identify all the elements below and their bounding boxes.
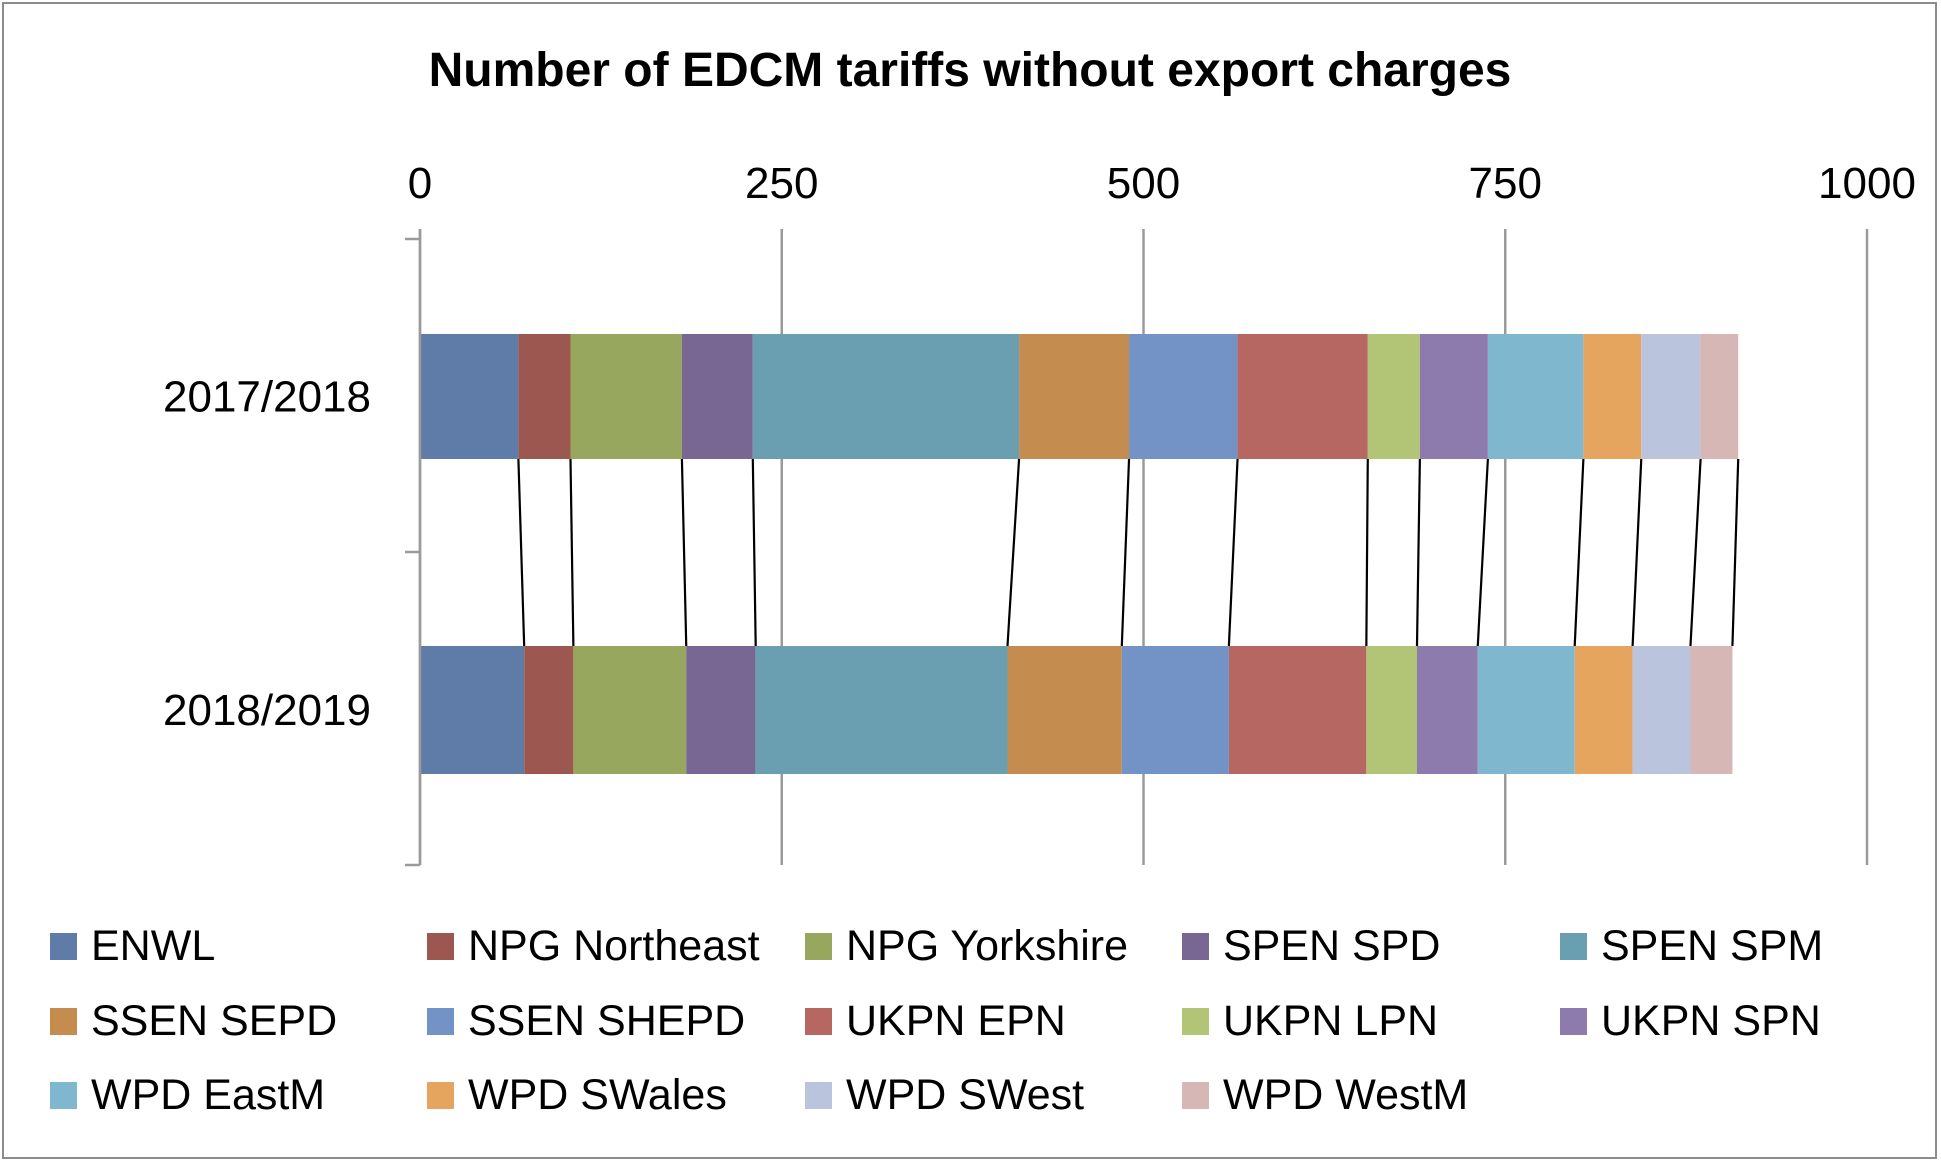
legend-label: WPD SWest (846, 1071, 1085, 1119)
legend-label: WPD SWales (468, 1071, 727, 1119)
bar-segment-wpd-eastm (1487, 334, 1584, 459)
bar-segment-npg-northeast (518, 334, 571, 459)
bar-segment-spen-spm (752, 334, 1020, 459)
legend-label: SSEN SHEPD (468, 997, 746, 1045)
legend-item: WPD SWales (427, 1071, 727, 1120)
legend-swatch (1560, 933, 1587, 960)
legend-item: UKPN SPN (1560, 997, 1821, 1046)
bar-segment-wpd-westm (1700, 334, 1739, 459)
legend-item: SPEN SPM (1560, 922, 1823, 971)
bar-segment-wpd-swest (1641, 334, 1701, 459)
bar-segment-wpd-swales (1574, 646, 1633, 774)
series-line (751, 458, 757, 647)
series-line (517, 458, 526, 647)
category-label: 2017/2018 (163, 373, 371, 422)
bar-segment-npg-yorkshire (570, 334, 682, 459)
legend-label: NPG Yorkshire (846, 922, 1129, 970)
legend-swatch (1560, 1008, 1587, 1035)
series-line (1573, 458, 1585, 647)
legend-item: NPG Yorkshire (805, 922, 1128, 971)
legend-label: SSEN SEPD (91, 997, 338, 1045)
legend-item: NPG Northeast (427, 922, 760, 971)
legend-item: WPD WestM (1182, 1071, 1468, 1120)
series-line (1006, 458, 1021, 647)
legend-label: WPD EastM (91, 1071, 326, 1119)
series-line (569, 458, 575, 647)
bar-segment-ukpn-spn (1419, 334, 1488, 459)
legend-item: WPD EastM (50, 1071, 325, 1120)
bar-segment-ssen-shepd (1129, 334, 1238, 459)
x-tick-label: 750 (1469, 159, 1542, 208)
bar-segment-wpd-swales (1583, 334, 1642, 459)
series-line (1227, 458, 1239, 647)
legend-swatch (1182, 1082, 1209, 1109)
legend-swatch (50, 1082, 77, 1109)
series-line (1689, 458, 1702, 647)
legend-item: ENWL (50, 922, 215, 971)
bar-segment-ukpn-epn (1237, 334, 1368, 459)
legend-item: UKPN LPN (1182, 997, 1438, 1046)
x-tick-label: 500 (1107, 159, 1180, 208)
bar-segment-wpd-eastm (1477, 646, 1575, 774)
legend-item: SPEN SPD (1182, 922, 1440, 971)
bar-segment-wpd-swest (1632, 646, 1691, 774)
bar-segment-ssen-shepd (1121, 646, 1229, 774)
legend-label: UKPN EPN (846, 997, 1066, 1045)
bar-segment-enwl (420, 646, 525, 774)
legend-swatch (1182, 1008, 1209, 1035)
series-line (1120, 458, 1131, 647)
bar-segment-spen-spd (686, 646, 756, 774)
legend-swatch (427, 1082, 454, 1109)
legend-label: WPD WestM (1223, 1071, 1469, 1119)
bar-segment-spen-spd (681, 334, 753, 459)
legend-swatch (50, 933, 77, 960)
category-label: 2018/2019 (163, 686, 371, 735)
legend-swatch (805, 933, 832, 960)
legend-item: UKPN EPN (805, 997, 1066, 1046)
legend-label: UKPN LPN (1223, 997, 1439, 1045)
legend-item: SSEN SHEPD (427, 997, 745, 1046)
legend-swatch (805, 1008, 832, 1035)
legend-swatch (427, 933, 454, 960)
bar-segment-npg-yorkshire (573, 646, 687, 774)
bar-segment-ssen-sepd (1019, 334, 1130, 459)
bar-segment-ssen-sepd (1007, 646, 1122, 774)
legend-swatch (427, 1008, 454, 1035)
legend-swatch (1182, 933, 1209, 960)
bar-segment-ukpn-epn (1228, 646, 1367, 774)
legend-item: WPD SWest (805, 1071, 1084, 1120)
bar-segment-npg-northeast (524, 646, 574, 774)
bar-segment-ukpn-lpn (1367, 334, 1420, 459)
x-tick-label: 250 (745, 159, 818, 208)
legend-item: SSEN SEPD (50, 997, 337, 1046)
x-tick-label: 1000 (1818, 159, 1916, 208)
chart-title: Number of EDCM tariffs without export ch… (429, 44, 1512, 97)
legend-label: NPG Northeast (468, 922, 760, 970)
series-line (1365, 458, 1369, 647)
bar-segment-spen-spm (755, 646, 1008, 774)
bar-segment-wpd-westm (1690, 646, 1733, 774)
legend-swatch (50, 1008, 77, 1035)
legend-label: SPEN SPD (1223, 922, 1441, 970)
series-line (1731, 458, 1740, 647)
legend-label: SPEN SPM (1601, 922, 1824, 970)
series-line (1631, 458, 1643, 647)
bar-segment-enwl (420, 334, 519, 459)
x-tick-label: 0 (408, 159, 432, 208)
series-line (1476, 458, 1489, 647)
series-line (680, 458, 688, 647)
bar-segment-ukpn-lpn (1366, 646, 1417, 774)
series-line (1415, 458, 1421, 647)
legend-label: ENWL (91, 922, 216, 970)
bar-segment-ukpn-spn (1416, 646, 1478, 774)
legend-swatch (805, 1082, 832, 1109)
legend-label: UKPN SPN (1601, 997, 1821, 1045)
